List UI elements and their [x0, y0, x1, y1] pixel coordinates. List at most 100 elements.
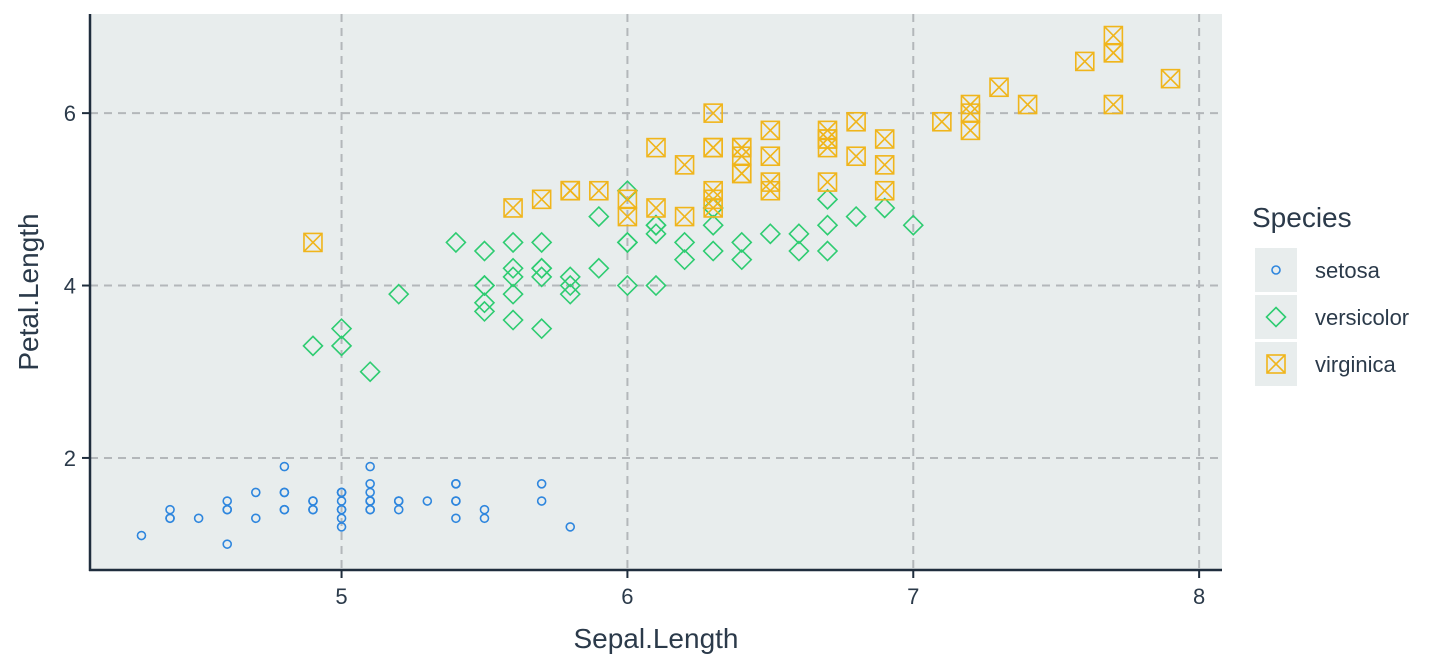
data-point-versicolor: [845, 205, 867, 228]
data-point-versicolor: [731, 249, 753, 271]
data-point-versicolor: [531, 318, 553, 340]
data-point-virginica: [874, 129, 895, 149]
data-point-versicolor: [531, 231, 553, 254]
data-point-versicolor: [788, 240, 810, 262]
x-tick-label: 7: [907, 584, 919, 609]
data-point-virginica: [1017, 94, 1038, 115]
data-point-versicolor: [502, 283, 524, 305]
data-point-virginica: [760, 146, 781, 167]
data-point-versicolor: [502, 257, 524, 279]
data-point-setosa: [279, 487, 290, 498]
data-point-versicolor: [330, 318, 353, 340]
data-point-setosa: [565, 522, 576, 532]
data-point-versicolor: [473, 240, 496, 262]
data-point-versicolor: [473, 274, 496, 297]
data-point-setosa: [165, 513, 175, 524]
data-point-versicolor: [702, 240, 724, 262]
data-point-versicolor: [645, 274, 667, 297]
data-point-virginica: [1160, 68, 1181, 89]
x-tick-label: 6: [621, 584, 633, 609]
data-point-versicolor: [816, 188, 839, 210]
data-points: [136, 25, 1181, 549]
legend-title: Species: [1252, 202, 1352, 233]
data-point-setosa: [193, 513, 204, 524]
data-point-versicolor: [445, 231, 467, 254]
data-point-virginica: [932, 111, 952, 132]
legend-marker-versicolor: [1265, 306, 1287, 328]
data-point-setosa: [422, 496, 433, 506]
data-point-versicolor: [588, 257, 610, 279]
data-point-virginica: [503, 198, 523, 218]
data-point-setosa: [279, 461, 290, 472]
data-point-versicolor: [673, 231, 696, 254]
y-tick-label: 4: [64, 274, 76, 299]
legend-label-setosa: setosa: [1315, 258, 1381, 283]
legend-item-setosa: setosa: [1255, 248, 1381, 292]
data-point-virginica: [989, 77, 1009, 98]
x-tick-label: 5: [335, 584, 347, 609]
data-point-versicolor: [616, 231, 639, 254]
data-point-setosa: [451, 478, 461, 489]
legend-item-virginica: virginica: [1255, 342, 1396, 386]
data-point-setosa: [536, 478, 547, 489]
data-point-setosa: [308, 504, 318, 515]
legend-marker-setosa: [1271, 265, 1281, 275]
data-point-versicolor: [502, 231, 524, 254]
data-point-virginica: [674, 155, 695, 175]
series-setosa: [136, 461, 576, 549]
data-point-versicolor: [788, 223, 810, 245]
data-point-setosa: [250, 487, 261, 498]
data-point-virginica: [874, 155, 895, 175]
data-point-virginica: [960, 120, 981, 141]
y-tick-labels: 2 4 6: [64, 101, 76, 471]
data-point-virginica: [817, 172, 838, 192]
data-point-versicolor: [645, 214, 667, 236]
data-point-versicolor: [759, 223, 781, 245]
data-point-virginica: [1103, 42, 1124, 63]
data-point-virginica: [760, 172, 781, 192]
data-point-versicolor: [502, 266, 524, 288]
y-tick-label: 6: [64, 101, 76, 126]
data-point-setosa: [365, 461, 375, 472]
data-point-versicolor: [816, 214, 839, 236]
data-point-versicolor: [531, 266, 553, 288]
data-point-setosa: [222, 504, 233, 515]
series-versicolor: [302, 180, 924, 383]
data-point-virginica: [1074, 51, 1095, 72]
data-point-versicolor: [559, 283, 581, 305]
legend-key: [1255, 295, 1297, 339]
data-point-setosa: [279, 504, 290, 515]
data-point-virginica: [846, 111, 866, 132]
data-point-virginica: [760, 120, 781, 141]
data-point-versicolor: [302, 335, 324, 357]
data-point-virginica: [674, 206, 695, 227]
data-point-versicolor: [902, 214, 924, 236]
y-tick-label: 2: [64, 446, 76, 471]
y-axis-title: Petal.Length: [13, 213, 44, 370]
legend-label-versicolor: versicolor: [1315, 305, 1409, 330]
legend-key: [1255, 248, 1297, 292]
data-point-versicolor: [531, 257, 553, 279]
data-point-virginica: [646, 137, 666, 158]
legend-item-versicolor: versicolor: [1255, 295, 1409, 339]
legend-label-virginica: virginica: [1315, 352, 1396, 377]
data-point-versicolor: [673, 249, 696, 271]
data-point-setosa: [451, 513, 461, 524]
data-point-versicolor: [388, 283, 410, 305]
data-point-virginica: [531, 189, 552, 210]
data-point-virginica: [874, 180, 895, 201]
data-point-virginica: [617, 206, 638, 227]
data-point-versicolor: [559, 266, 581, 288]
data-point-virginica: [703, 137, 723, 158]
data-point-setosa: [336, 504, 347, 515]
data-point-virginica: [731, 163, 752, 184]
series-virginica: [303, 25, 1181, 253]
data-point-setosa: [250, 513, 261, 524]
data-point-versicolor: [816, 240, 839, 262]
data-point-setosa: [336, 487, 347, 498]
legend: Species setosa versicolor virginica: [1252, 202, 1409, 386]
data-point-virginica: [703, 189, 723, 210]
data-point-versicolor: [588, 205, 610, 228]
data-point-versicolor: [502, 309, 524, 331]
